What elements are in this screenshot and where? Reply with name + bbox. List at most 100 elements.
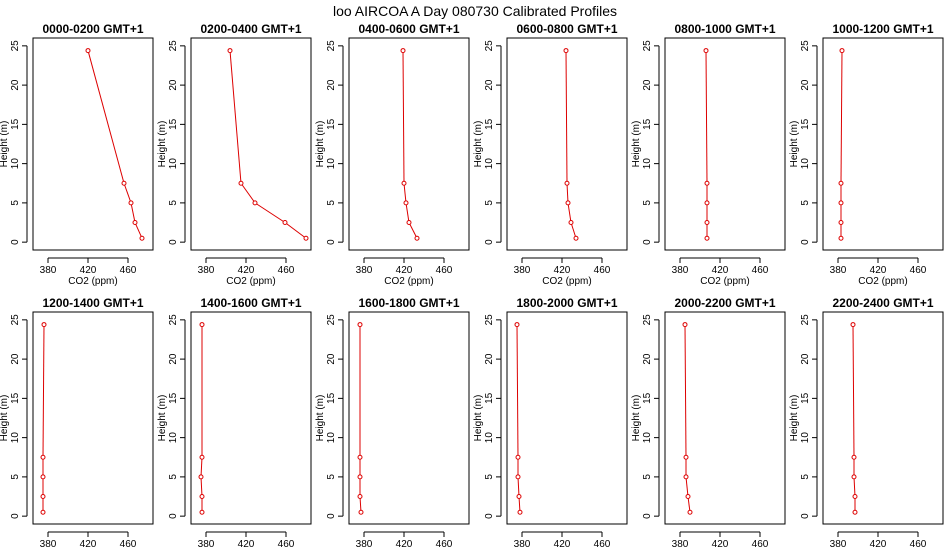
y-axis-label: Height (m) bbox=[789, 395, 800, 442]
y-tick-label: 0 bbox=[642, 513, 653, 519]
profile-point bbox=[357, 474, 363, 480]
y-tick-label: 10 bbox=[642, 158, 653, 170]
x-tick-label: 420 bbox=[712, 265, 729, 276]
plot-frame bbox=[348, 311, 470, 525]
y-tick-label: 10 bbox=[168, 432, 179, 444]
profile-point bbox=[303, 235, 309, 241]
panel-title: 0800-1000 GMT+1 bbox=[674, 22, 775, 36]
y-tick-label: 20 bbox=[168, 353, 179, 365]
profile-point bbox=[852, 494, 858, 500]
y-tick-label: 0 bbox=[642, 239, 653, 245]
profile-segment bbox=[254, 202, 286, 223]
panel-title: 0200-0400 GMT+1 bbox=[200, 22, 301, 36]
x-tick-label: 420 bbox=[396, 265, 413, 276]
x-tick-label: 420 bbox=[554, 539, 571, 550]
profile-point bbox=[687, 509, 693, 515]
plot-frame bbox=[506, 37, 628, 251]
y-tick-label: 20 bbox=[484, 353, 495, 365]
panel-title: 1200-1400 GMT+1 bbox=[42, 296, 143, 310]
profile-segment bbox=[685, 476, 689, 497]
y-tick-label: 10 bbox=[800, 432, 811, 444]
profile-point bbox=[403, 200, 409, 206]
x-tick-label: 420 bbox=[870, 265, 887, 276]
panel-title: 0000-0200 GMT+1 bbox=[42, 22, 143, 36]
y-tick-label: 25 bbox=[10, 314, 21, 326]
profile-point bbox=[199, 322, 205, 328]
profile-point bbox=[199, 509, 205, 515]
y-tick-label: 15 bbox=[326, 118, 337, 130]
y-tick-label: 15 bbox=[10, 392, 21, 404]
y-tick-label: 10 bbox=[484, 158, 495, 170]
x-axis-label: CO2 (ppm) bbox=[384, 276, 433, 287]
profile-point bbox=[40, 474, 46, 480]
profile-segment bbox=[840, 50, 843, 184]
y-tick-label: 5 bbox=[326, 200, 337, 206]
y-tick-label: 10 bbox=[168, 158, 179, 170]
x-tick-label: 460 bbox=[436, 265, 453, 276]
profile-segment bbox=[405, 202, 410, 223]
profile-segment bbox=[402, 50, 405, 184]
plot-frame bbox=[32, 37, 154, 251]
x-tick-label: 420 bbox=[554, 265, 571, 276]
y-tick-label: 20 bbox=[642, 353, 653, 365]
y-tick-label: 25 bbox=[168, 40, 179, 52]
profile-point bbox=[564, 180, 570, 186]
x-axis-label: CO2 (ppm) bbox=[858, 276, 907, 287]
profile-segment bbox=[705, 50, 708, 184]
profile-segment bbox=[517, 476, 520, 497]
y-axis-label: Height (m) bbox=[157, 121, 168, 168]
x-tick-label: 420 bbox=[712, 539, 729, 550]
profile-segment bbox=[200, 457, 203, 477]
x-tick-label: 380 bbox=[672, 539, 689, 550]
profile-segment bbox=[518, 496, 521, 513]
profile-point bbox=[406, 220, 412, 226]
profile-point bbox=[357, 322, 363, 328]
profile-point bbox=[838, 180, 844, 186]
y-tick-label: 10 bbox=[326, 432, 337, 444]
profile-point bbox=[401, 180, 407, 186]
y-axis-label: Height (m) bbox=[0, 121, 10, 168]
x-tick-label: 460 bbox=[278, 539, 295, 550]
profile-point bbox=[40, 454, 46, 460]
profile-point bbox=[400, 48, 406, 54]
profile-point bbox=[682, 322, 688, 328]
profile-point bbox=[132, 220, 138, 226]
y-axis-label: Height (m) bbox=[789, 121, 800, 168]
profile-point bbox=[568, 220, 574, 226]
y-tick-label: 5 bbox=[642, 474, 653, 480]
y-tick-label: 15 bbox=[484, 392, 495, 404]
y-tick-label: 15 bbox=[10, 118, 21, 130]
profile-segment bbox=[852, 324, 855, 458]
profile-segment bbox=[403, 183, 407, 203]
x-tick-label: 380 bbox=[514, 539, 531, 550]
profile-point bbox=[704, 220, 710, 226]
x-tick-label: 420 bbox=[238, 265, 255, 276]
profile-segment bbox=[687, 496, 691, 513]
y-axis-label: Height (m) bbox=[0, 395, 10, 442]
x-axis-label: CO2 (ppm) bbox=[700, 276, 749, 287]
y-axis-label: Height (m) bbox=[157, 395, 168, 442]
y-tick-label: 5 bbox=[484, 200, 495, 206]
x-axis-label: CO2 (ppm) bbox=[226, 276, 275, 287]
y-tick-label: 20 bbox=[10, 353, 21, 365]
profile-point bbox=[358, 509, 364, 515]
profile-point bbox=[199, 494, 205, 500]
y-tick-label: 5 bbox=[326, 474, 337, 480]
profile-point bbox=[121, 180, 127, 186]
profile-point bbox=[683, 474, 689, 480]
y-axis-label: Height (m) bbox=[631, 121, 642, 168]
profile-segment bbox=[853, 476, 856, 497]
profile-segment bbox=[570, 222, 577, 239]
x-tick-label: 380 bbox=[514, 265, 531, 276]
x-tick-label: 380 bbox=[198, 265, 215, 276]
y-tick-label: 15 bbox=[168, 118, 179, 130]
y-axis-label: Height (m) bbox=[631, 395, 642, 442]
x-tick-label: 420 bbox=[870, 539, 887, 550]
y-tick-label: 0 bbox=[326, 513, 337, 519]
plot-frame bbox=[822, 37, 944, 251]
profile-segment bbox=[566, 183, 569, 203]
